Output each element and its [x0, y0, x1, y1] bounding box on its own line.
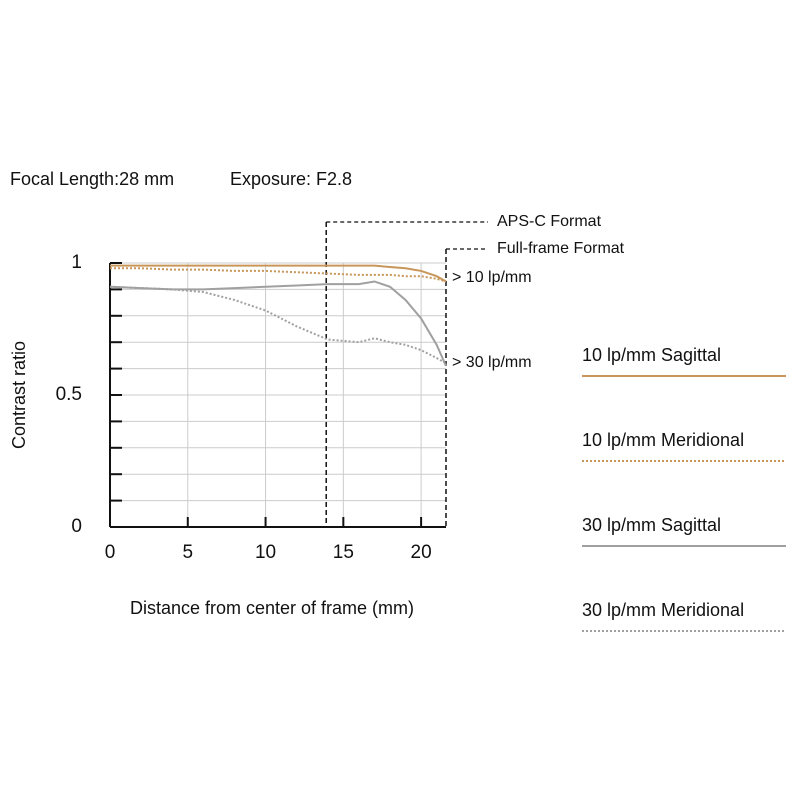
x-tick-label: 10: [255, 542, 276, 563]
legend-label: 30 lp/mm Meridional: [582, 600, 744, 620]
y-axis-label: Contrast ratio: [9, 341, 29, 449]
y-tick-label: 0: [71, 516, 82, 537]
x-tick-label: 5: [182, 542, 193, 563]
x-tick-label: 15: [333, 542, 354, 563]
y-tick-label: 0.5: [56, 384, 82, 405]
chart-title: Focal Length:28 mm: [10, 169, 174, 189]
series-line: [109, 280, 447, 367]
x-tick-label: 0: [105, 542, 116, 563]
series-line: [110, 267, 447, 283]
legend-label: 30 lp/mm Sagittal: [582, 515, 721, 535]
annotation: > 30 lp/mm: [452, 354, 532, 371]
chart-subtitle: Exposure: F2.8: [230, 169, 352, 189]
series-line: [110, 264, 447, 283]
series-line: [109, 285, 447, 365]
y-tick-label: 1: [71, 252, 82, 273]
format-label: APS-C Format: [497, 213, 602, 230]
x-axis-label: Distance from center of frame (mm): [130, 598, 414, 618]
legend-label: 10 lp/mm Sagittal: [582, 345, 721, 365]
legend-label: 10 lp/mm Meridional: [582, 430, 744, 450]
annotation: > 10 lp/mm: [452, 269, 532, 286]
x-tick-label: 20: [411, 542, 432, 563]
format-label: Full-frame Format: [497, 240, 625, 257]
